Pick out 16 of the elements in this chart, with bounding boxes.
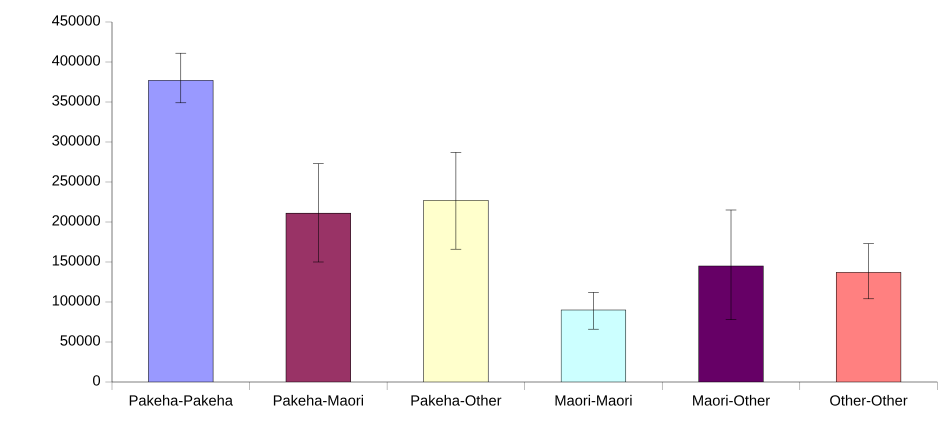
y-tick-label: 300000 [52,135,100,146]
y-tick-label: 450000 [52,15,100,26]
x-tick-label: Pakeha-Maori [274,394,363,406]
y-tick-label: 100000 [52,295,100,306]
x-tick-label: Pakeha-Other [411,394,502,406]
y-tick-label: 150000 [52,255,100,266]
x-tick-label: Other-Other [830,394,908,406]
y-tick-label: 50000 [60,335,100,346]
y-tick-label: 350000 [52,95,100,106]
y-tick-label: 0 [93,375,100,386]
x-tick-label: Maori-Maori [556,394,632,406]
x-tick-label: Maori-Other [693,394,770,406]
y-tick-label: 400000 [52,55,100,66]
y-tick-label: 200000 [52,215,100,226]
x-tick-label: Pakeha-Pakeha [130,394,233,406]
y-tick-label: 250000 [52,175,100,186]
